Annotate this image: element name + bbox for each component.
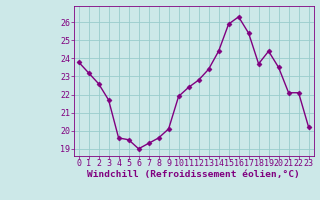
X-axis label: Windchill (Refroidissement éolien,°C): Windchill (Refroidissement éolien,°C) bbox=[87, 170, 300, 179]
